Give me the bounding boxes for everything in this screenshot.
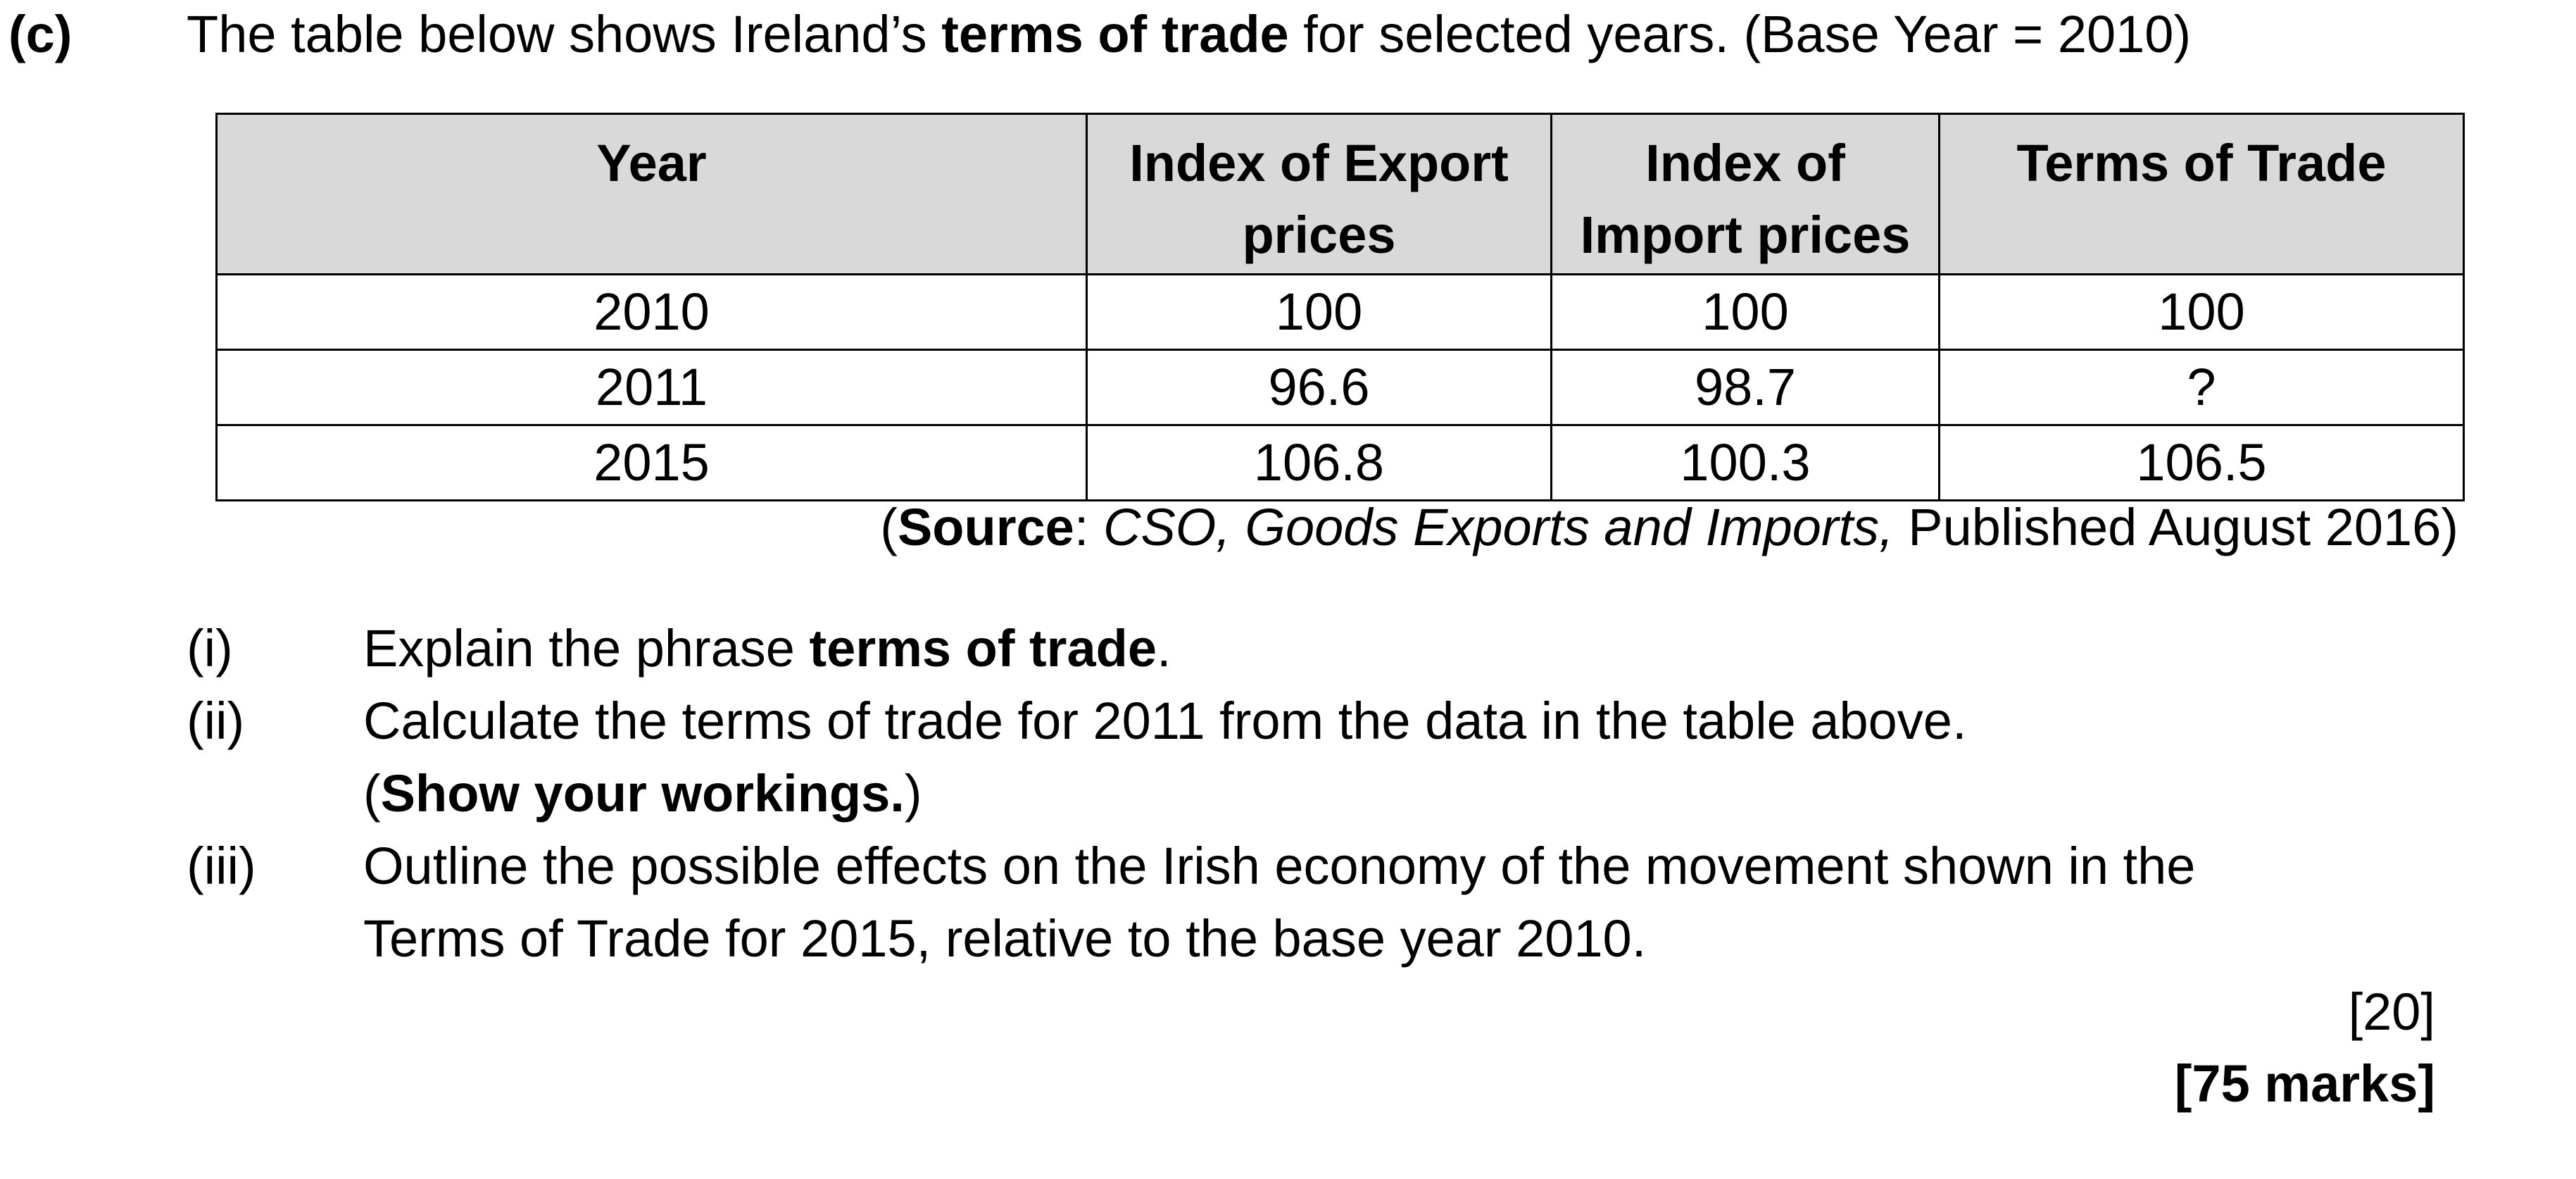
subquestion-i-text: Explain the phrase terms of trade. (363, 619, 1171, 678)
subquestion-ii-line1: Calculate the terms of trade for 2011 fr… (363, 692, 1967, 750)
cell-import-index: 100.3 (1550, 424, 1940, 501)
cell-terms-of-trade: ? (1938, 349, 2465, 426)
header-export-index: Index of Export prices (1086, 113, 1552, 275)
cell-terms-of-trade: 106.5 (1938, 424, 2465, 501)
table-header-row: Year Index of Export prices Index of Impor… (215, 113, 2465, 275)
source-label: Source (897, 498, 1074, 556)
subquestion-iii-line1: Outline the possible effects on the Iris… (363, 837, 2196, 895)
header-import-index: Index of Import prices (1550, 113, 1940, 275)
part-marks: [20] (2348, 982, 2435, 1041)
cell-export-index: 106.8 (1086, 424, 1552, 501)
subquestion-iii-line2: Terms of Trade for 2015, relative to the… (363, 909, 1647, 968)
subquestion-i-bold-term: terms of trade (809, 619, 1157, 678)
cell-export-index: 100 (1086, 273, 1552, 351)
subquestion-ii-number: (ii) (187, 692, 245, 750)
show-workings-instruction: Show your workings. (380, 764, 905, 823)
cell-year: 2011 (215, 349, 1088, 426)
subquestion-iii-number: (iii) (187, 837, 256, 895)
intro-bold-term: terms of trade (941, 5, 1289, 63)
table-source: (Source: CSO, Goods Exports and Imports,… (880, 498, 2458, 556)
question-intro: The table below shows Ireland’s terms of… (187, 8, 2191, 61)
intro-text-after: for selected years. (Base Year = 2010) (1288, 5, 2192, 63)
header-terms-of-trade: Terms of Trade (1938, 113, 2465, 275)
table-row: 2010 100 100 100 (215, 273, 2465, 351)
source-publication: CSO, Goods Exports and Imports, (1102, 498, 1894, 556)
intro-text-before: The table below shows Ireland’s (187, 5, 942, 63)
table-row: 2011 96.6 98.7 ? (215, 349, 2465, 426)
total-marks: [75 marks] (2174, 1054, 2435, 1113)
part-label: (c) (8, 5, 73, 63)
subquestion-ii-line2: (Show your workings.) (363, 764, 922, 823)
table-row: 2015 106.8 100.3 106.5 (215, 424, 2465, 501)
cell-export-index: 96.6 (1086, 349, 1552, 426)
subquestion-i-number: (i) (187, 619, 233, 678)
terms-of-trade-table: Year Index of Export prices Index of Impor… (215, 113, 2465, 501)
header-year: Year (215, 113, 1088, 275)
cell-year: 2015 (215, 424, 1088, 501)
cell-terms-of-trade: 100 (1938, 273, 2465, 351)
cell-import-index: 100 (1550, 273, 1940, 351)
cell-import-index: 98.7 (1550, 349, 1940, 426)
cell-year: 2010 (215, 273, 1088, 351)
